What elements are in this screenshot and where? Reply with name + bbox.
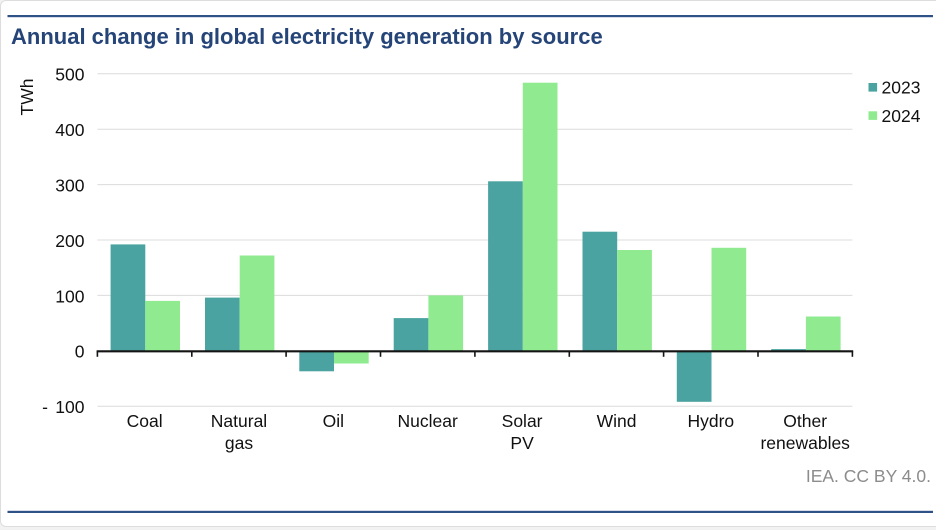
svg-text:200: 200 bbox=[55, 231, 84, 251]
svg-text:100: 100 bbox=[55, 286, 84, 306]
svg-text:gas: gas bbox=[225, 433, 253, 453]
svg-text:Wind: Wind bbox=[597, 411, 637, 431]
svg-text:Nuclear: Nuclear bbox=[398, 411, 458, 431]
svg-text:IEA. CC BY 4.0.: IEA. CC BY 4.0. bbox=[806, 466, 931, 486]
svg-text:2023: 2023 bbox=[882, 78, 921, 98]
svg-text:500: 500 bbox=[55, 65, 84, 85]
svg-text:Hydro: Hydro bbox=[687, 411, 734, 431]
svg-text:renewables: renewables bbox=[760, 433, 850, 453]
svg-text:Solar: Solar bbox=[502, 411, 543, 431]
svg-text:300: 300 bbox=[55, 176, 84, 196]
svg-text:100: 100 bbox=[55, 397, 84, 417]
svg-text:PV: PV bbox=[510, 433, 534, 453]
svg-text:-: - bbox=[42, 397, 48, 417]
svg-text:Other: Other bbox=[783, 411, 827, 431]
svg-text:TWh: TWh bbox=[17, 79, 37, 116]
svg-text:400: 400 bbox=[55, 120, 84, 140]
svg-text:Coal: Coal bbox=[127, 411, 163, 431]
svg-text:Natural: Natural bbox=[211, 411, 267, 431]
svg-text:2024: 2024 bbox=[882, 106, 921, 126]
svg-text:Annual change in global electr: Annual change in global electricity gene… bbox=[11, 24, 603, 49]
svg-text:0: 0 bbox=[75, 342, 85, 362]
svg-text:Oil: Oil bbox=[323, 411, 344, 431]
